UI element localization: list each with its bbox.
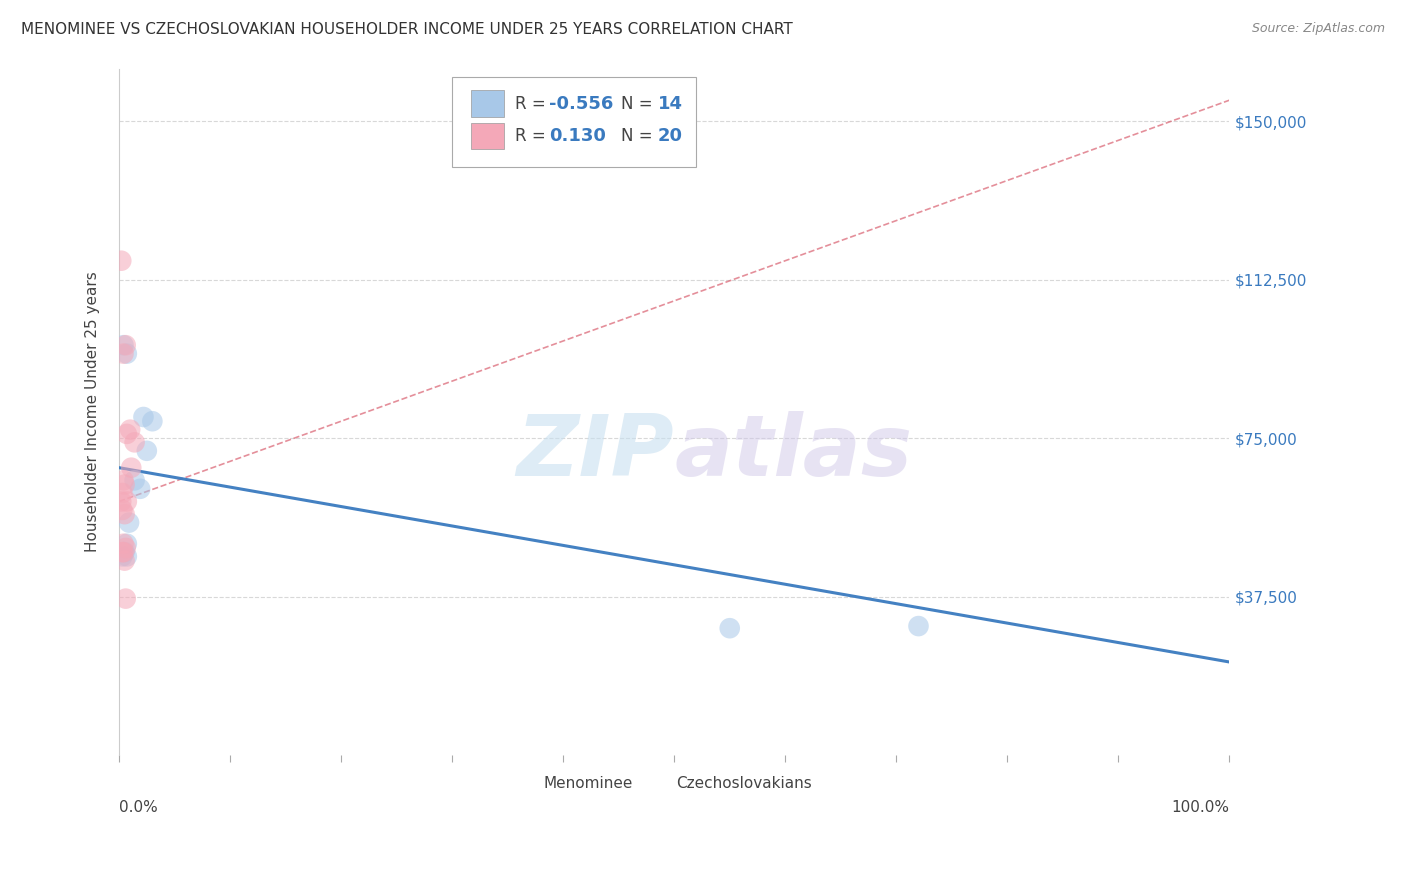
- Text: 14: 14: [658, 95, 682, 112]
- Text: 0.130: 0.130: [548, 127, 606, 145]
- Point: [111, 503, 134, 517]
- Point: [118, 516, 141, 530]
- Point: [110, 253, 132, 268]
- Point: [114, 477, 136, 491]
- Text: R =: R =: [516, 95, 551, 112]
- Point: [112, 537, 135, 551]
- FancyBboxPatch shape: [513, 773, 536, 793]
- Point: [114, 338, 136, 352]
- Point: [111, 545, 134, 559]
- Point: [114, 591, 136, 606]
- Point: [114, 545, 136, 559]
- Point: [112, 474, 135, 488]
- Text: Menominee: Menominee: [543, 775, 633, 790]
- Text: atlas: atlas: [675, 411, 912, 494]
- Text: Czechoslovakians: Czechoslovakians: [676, 775, 813, 790]
- Point: [111, 549, 134, 564]
- Point: [115, 494, 138, 508]
- Point: [141, 414, 163, 428]
- Point: [110, 494, 132, 508]
- Point: [115, 426, 138, 441]
- FancyBboxPatch shape: [471, 90, 505, 117]
- Point: [115, 346, 138, 360]
- Point: [135, 443, 157, 458]
- Text: -0.556: -0.556: [548, 95, 613, 112]
- Y-axis label: Householder Income Under 25 years: Householder Income Under 25 years: [86, 271, 100, 552]
- Point: [115, 537, 138, 551]
- FancyBboxPatch shape: [471, 123, 505, 149]
- Point: [114, 541, 136, 555]
- Point: [114, 553, 136, 567]
- Point: [120, 423, 142, 437]
- Point: [111, 486, 134, 500]
- Text: MENOMINEE VS CZECHOSLOVAKIAN HOUSEHOLDER INCOME UNDER 25 YEARS CORRELATION CHART: MENOMINEE VS CZECHOSLOVAKIAN HOUSEHOLDER…: [21, 22, 793, 37]
- Text: R =: R =: [516, 127, 557, 145]
- Point: [120, 460, 142, 475]
- Text: N =: N =: [621, 127, 658, 145]
- Point: [112, 338, 135, 352]
- Text: 20: 20: [658, 127, 682, 145]
- Point: [129, 482, 152, 496]
- FancyBboxPatch shape: [647, 773, 669, 793]
- Text: N =: N =: [621, 95, 658, 112]
- Point: [124, 474, 146, 488]
- Point: [132, 409, 155, 424]
- FancyBboxPatch shape: [453, 78, 696, 167]
- Point: [114, 507, 136, 521]
- Point: [112, 545, 135, 559]
- Point: [124, 435, 146, 450]
- Text: ZIP: ZIP: [516, 411, 675, 494]
- Point: [112, 346, 135, 360]
- Point: [718, 621, 741, 635]
- Text: 100.0%: 100.0%: [1171, 799, 1229, 814]
- Point: [115, 549, 138, 564]
- Text: 0.0%: 0.0%: [120, 799, 157, 814]
- Text: Source: ZipAtlas.com: Source: ZipAtlas.com: [1251, 22, 1385, 36]
- Point: [907, 619, 929, 633]
